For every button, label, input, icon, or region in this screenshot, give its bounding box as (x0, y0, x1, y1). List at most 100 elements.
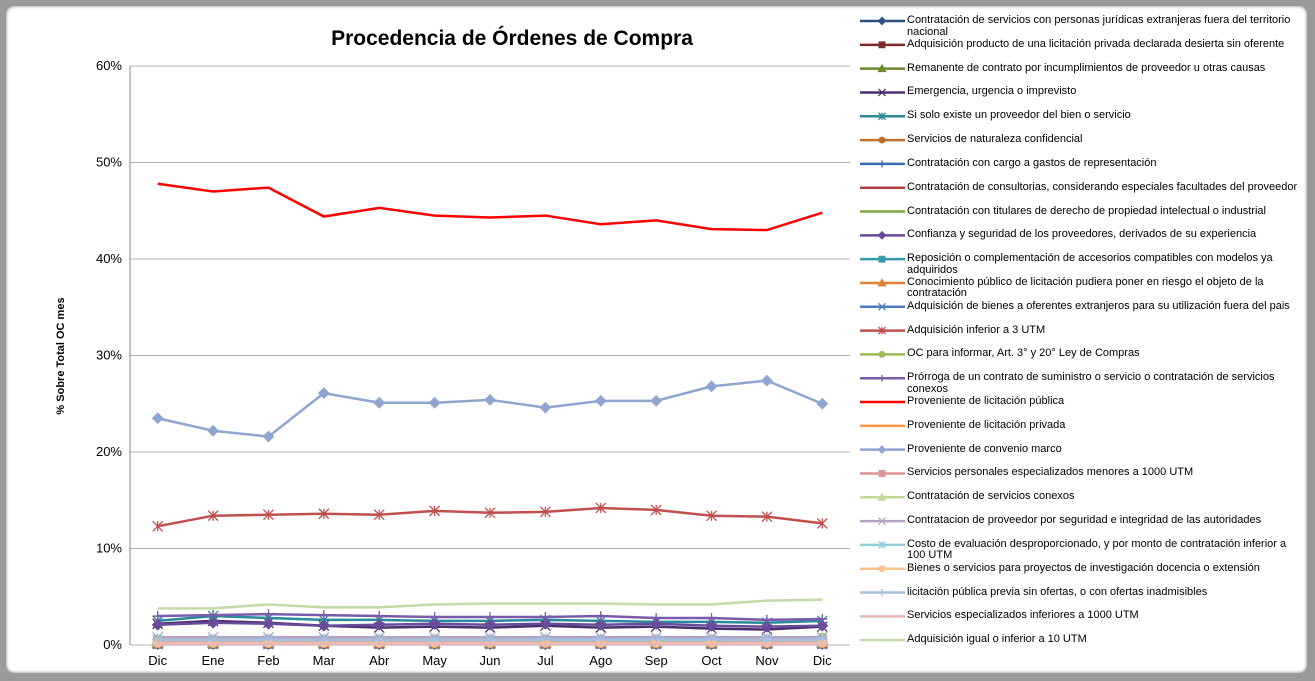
marker (878, 326, 886, 335)
x-tick-label: Ago (589, 653, 612, 668)
marker (816, 397, 829, 410)
series (151, 616, 829, 633)
marker (594, 618, 607, 631)
marker (705, 380, 718, 393)
series (157, 598, 823, 610)
x-tick-label: Abr (369, 653, 390, 668)
marker (878, 589, 886, 597)
marker (207, 616, 219, 629)
marker (650, 394, 663, 407)
series-line (157, 182, 823, 232)
marker (151, 618, 164, 631)
marker (374, 611, 385, 622)
marker (539, 506, 551, 518)
marker (317, 619, 330, 632)
marker (878, 302, 886, 311)
marker (878, 565, 886, 573)
y-tick-label: 50% (96, 155, 122, 170)
marker (263, 509, 274, 521)
chart-title: Procedencia de Órdenes de Compra (331, 26, 693, 50)
legend-label: Remanente de contrato por incumplimiento… (907, 61, 1266, 74)
marker (761, 620, 773, 633)
marker (650, 504, 662, 516)
legend-label: Servicios de naturaleza confidencial (907, 133, 1083, 146)
marker (207, 510, 219, 522)
legend-label: Adquisición igual o inferior a 10 UTM (907, 633, 1087, 646)
marker (152, 520, 164, 532)
marker (706, 510, 717, 522)
legend-label: Contratación con titulares de derecho de… (907, 204, 1266, 217)
chart-panel (6, 6, 1307, 673)
marker (761, 511, 773, 523)
y-tick-label: 20% (96, 444, 122, 459)
marker (761, 374, 773, 387)
marker (317, 387, 330, 400)
series (157, 182, 823, 232)
series (151, 374, 829, 443)
marker (318, 508, 330, 520)
marker (484, 393, 496, 406)
marker (877, 230, 887, 240)
y-tick-label: 60% (96, 58, 122, 73)
legend-label: Adquisición de bienes a oferentes extran… (907, 299, 1290, 312)
marker (651, 634, 662, 645)
legend-label: Contratación de servicios con personas j… (907, 14, 1291, 38)
x-tick-label: Sep (645, 653, 668, 668)
series-line (157, 598, 823, 610)
marker (817, 634, 828, 645)
legend-label: Contratación de consultorias, consideran… (907, 180, 1298, 193)
marker (878, 540, 886, 549)
marker (705, 619, 718, 632)
marker (373, 618, 386, 631)
marker (539, 401, 552, 414)
marker (816, 619, 829, 632)
marker (207, 424, 219, 437)
marker (594, 394, 607, 407)
marker (877, 278, 887, 287)
marker (877, 63, 887, 73)
legend-label: Adquisición inferior a 3 UTM (907, 323, 1046, 336)
marker (262, 430, 275, 443)
x-tick-label: Nov (755, 653, 779, 668)
marker (151, 412, 164, 425)
legend-label: Proveniente de convenio marco (907, 442, 1062, 455)
marker (429, 505, 441, 517)
legend-label: Emergencia, urgencia o imprevisto (907, 85, 1077, 98)
x-tick-label: Mar (313, 653, 336, 668)
marker (878, 136, 886, 144)
legend-label: Contratacion de proveedor por seguridad … (907, 514, 1262, 527)
x-tick-label: Oct (701, 653, 722, 668)
marker (318, 610, 329, 621)
marker (877, 492, 887, 501)
marker (429, 612, 440, 623)
legend-label: Si solo existe un proveedor del bien o s… (907, 109, 1131, 122)
series (152, 634, 828, 646)
marker (877, 445, 887, 455)
marker (878, 112, 886, 121)
y-tick-label: 30% (96, 348, 122, 363)
marker (373, 396, 386, 409)
y-tick-label: 0% (103, 637, 122, 652)
x-tick-label: Ene (202, 653, 225, 668)
marker (650, 617, 663, 630)
legend-label: licitación pública previa sin ofertas, o… (907, 585, 1208, 598)
marker (428, 396, 441, 409)
marker (595, 634, 606, 645)
marker (484, 507, 496, 519)
legend-label: Contratación de servicios conexos (907, 490, 1075, 503)
marker (878, 88, 886, 97)
x-tick-label: Jun (480, 653, 501, 668)
x-tick-label: Dic (148, 653, 167, 668)
marker (262, 617, 275, 630)
y-tick-label: 10% (96, 541, 122, 556)
legend-label: Proveniente de licitación privada (907, 418, 1066, 431)
marker (877, 16, 887, 26)
legend-label: Costo de evaluación desproporcionado, y … (907, 537, 1287, 562)
marker (706, 612, 717, 623)
x-tick-label: May (422, 653, 447, 668)
x-tick-label: Feb (257, 653, 279, 668)
legend-label: Servicios personales especializados meno… (907, 466, 1194, 479)
marker (761, 614, 772, 625)
legend-label: Conocimiento público de licitación pudie… (907, 275, 1264, 300)
